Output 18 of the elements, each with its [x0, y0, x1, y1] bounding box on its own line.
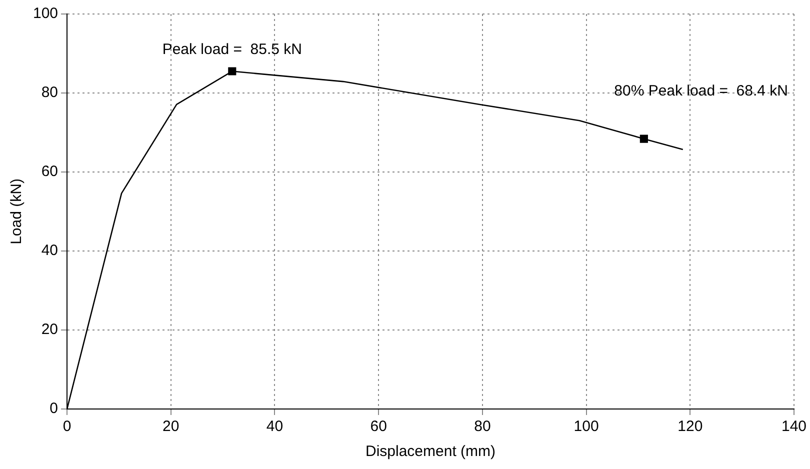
y-tick-label: 0 — [50, 400, 58, 418]
x-tick-label: 40 — [266, 418, 284, 436]
y-tick-label: 60 — [41, 163, 58, 180]
x-tick-label: 20 — [162, 418, 180, 436]
y-tick-label: 40 — [41, 242, 58, 260]
x-tick-label: 100 — [574, 418, 599, 436]
x-tick-label: 0 — [62, 418, 72, 436]
annotation: 80% Peak load = 68.4 kN — [614, 82, 788, 100]
y-tick-label: 20 — [41, 321, 58, 338]
x-tick-label: 120 — [678, 418, 703, 436]
x-tick-label: 80 — [474, 418, 491, 436]
y-tick-label: 100 — [32, 5, 58, 22]
y-axis-title: Load (kN) — [8, 178, 26, 244]
x-tick-label: 140 — [781, 418, 807, 436]
x-axis-title: Displacement (mm) — [366, 443, 496, 460]
y-tick-label: 80 — [41, 84, 58, 102]
annotation: Peak load = 85.5 kN — [162, 40, 302, 58]
x-tick-label: 60 — [370, 418, 387, 436]
